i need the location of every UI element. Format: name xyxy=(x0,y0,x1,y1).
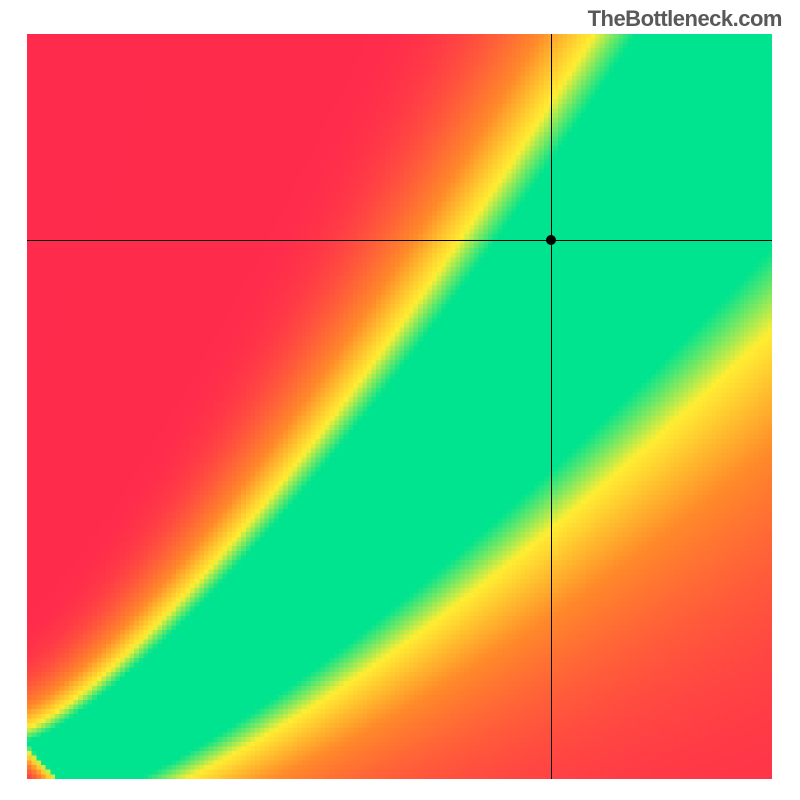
watermark-text: TheBottleneck.com xyxy=(588,6,782,32)
bottleneck-heatmap-plot xyxy=(27,34,772,779)
crosshair-horizontal-line xyxy=(27,240,772,241)
crosshair-marker-dot xyxy=(546,235,556,245)
crosshair-vertical-line xyxy=(551,34,552,779)
heatmap-canvas xyxy=(27,34,772,779)
